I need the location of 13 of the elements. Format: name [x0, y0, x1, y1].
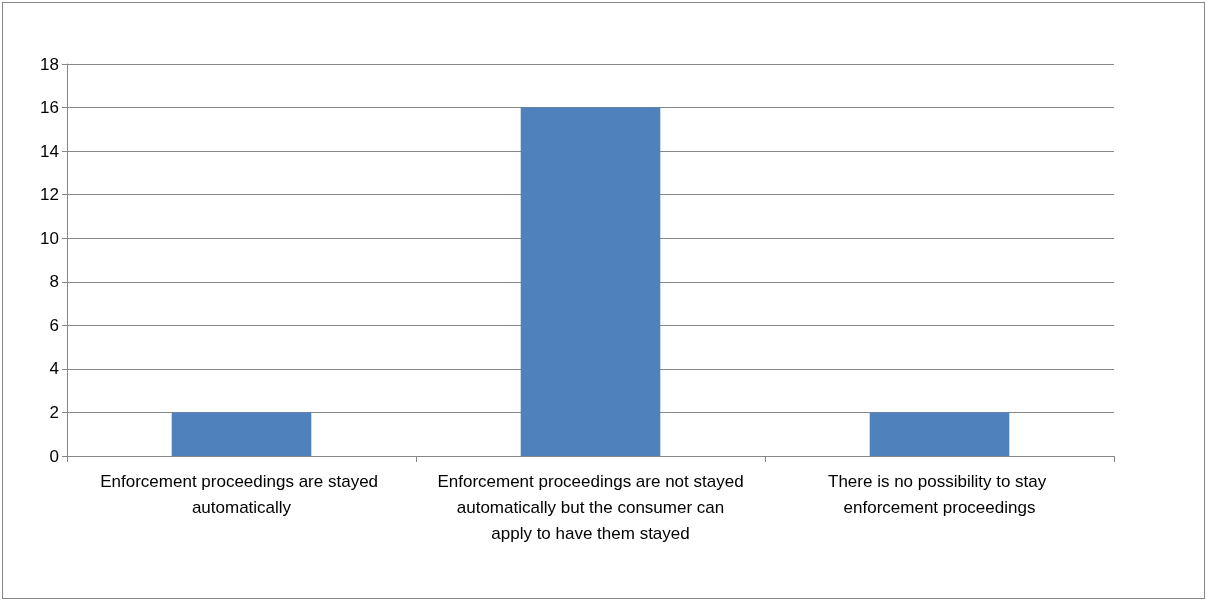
x-tick-label: There is no possibility to stay enforcement proceedings [828, 471, 1051, 517]
y-tick-label: 0 [49, 446, 59, 466]
y-tick-label: 4 [49, 359, 59, 379]
y-tick-label: 8 [49, 272, 59, 292]
x-tick-label: Enforcement proceedings are stayed automatically [100, 471, 383, 517]
y-tick-label: 6 [49, 315, 59, 335]
y-tick-label: 14 [40, 141, 59, 161]
y-tick-label: 10 [40, 228, 59, 248]
y-tick-label: 18 [40, 54, 59, 74]
y-tick-label: 12 [40, 185, 59, 205]
x-tick-label: Enforcement proceedings are not stayed automatically but the consumer can apply to have them stayed [437, 471, 744, 543]
y-tick-label: 2 [49, 402, 59, 422]
y-tick-label: 16 [40, 98, 59, 118]
